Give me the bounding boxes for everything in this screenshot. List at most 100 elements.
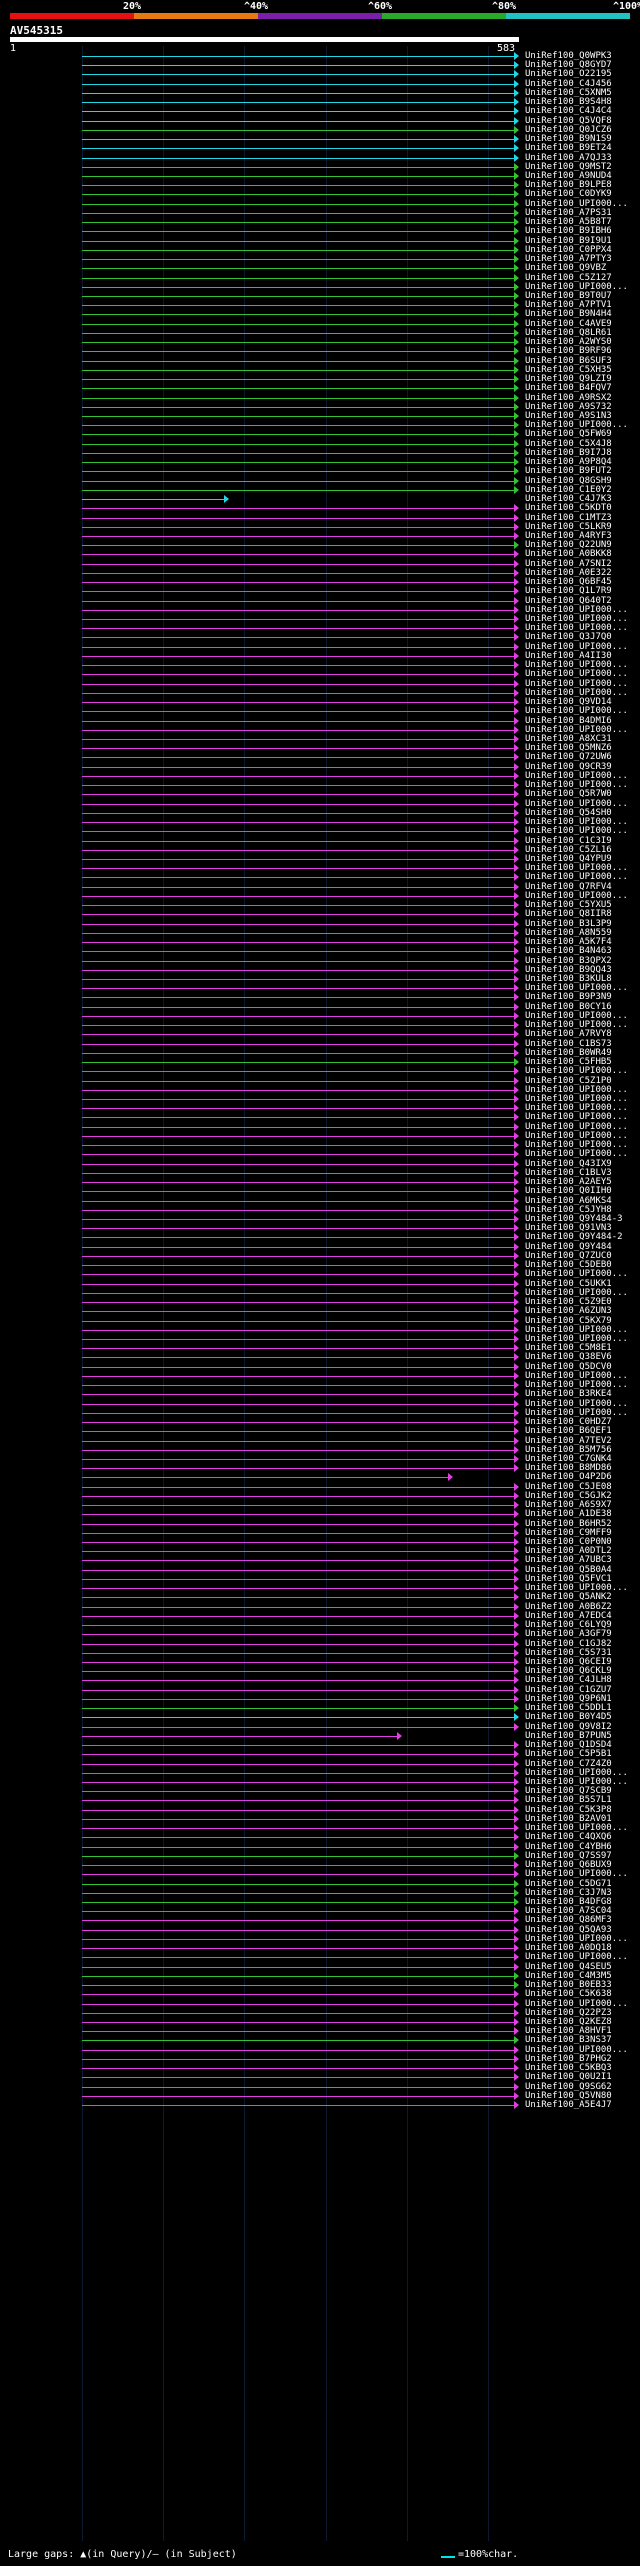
hit-row[interactable]: UniRef100_C5GJK2	[0, 1491, 640, 1501]
hit-row[interactable]: UniRef100_UPI000...	[0, 642, 640, 652]
hit-label[interactable]: UniRef100_A5E4J7	[525, 2100, 612, 2111]
hit-label[interactable]: UniRef100_C7Z4Z0	[525, 1758, 612, 1769]
hit-row[interactable]: UniRef100_Q5MNZ6	[0, 743, 640, 753]
hit-label[interactable]: UniRef100_B0CY16	[525, 1001, 612, 1012]
hit-label[interactable]: UniRef100_UPI000...	[525, 890, 628, 901]
hit-row[interactable]: UniRef100_B3QPX2	[0, 955, 640, 966]
hit-row[interactable]: UniRef100_Q7SCB9	[0, 1786, 640, 1796]
hit-label[interactable]: UniRef100_O4P2D6	[525, 1472, 612, 1483]
hit-row[interactable]: UniRef100_Q1DSD4	[0, 1740, 640, 1750]
hit-row[interactable]: UniRef100_UPI000...	[0, 281, 640, 292]
hit-row[interactable]: UniRef100_C5Z1P0	[0, 1076, 640, 1086]
hit-label[interactable]: UniRef100_UPI000...	[525, 1020, 628, 1031]
hit-row[interactable]: UniRef100_B3KUL8	[0, 974, 640, 984]
hit-label[interactable]: UniRef100_A5B8T7	[525, 217, 612, 228]
hit-row[interactable]: UniRef100_B5S7L1	[0, 1795, 640, 1805]
hit-row[interactable]: UniRef100_C5Z127	[0, 272, 640, 283]
hit-label[interactable]: UniRef100_A6S9X7	[525, 1500, 612, 1511]
hit-row[interactable]: UniRef100_Q72UW6	[0, 752, 640, 762]
hit-row[interactable]: UniRef100_UPI000...	[0, 605, 640, 615]
hit-label[interactable]: UniRef100_O22195	[525, 69, 612, 80]
hit-label[interactable]: UniRef100_B7PUN5	[525, 1730, 612, 1741]
hit-label[interactable]: UniRef100_Q9Y484-3	[525, 1213, 623, 1224]
hit-label[interactable]: UniRef100_A7QJ33	[525, 152, 612, 163]
hit-row[interactable]: UniRef100_B8MD86	[0, 1463, 640, 1473]
hit-label[interactable]: UniRef100_A0DTL2	[525, 1546, 612, 1557]
hit-label[interactable]: UniRef100_UPI000...	[525, 983, 628, 994]
hit-label[interactable]: UniRef100_Q7RFV4	[525, 881, 612, 892]
hit-row[interactable]: UniRef100_Q4SEU5	[0, 1962, 640, 1972]
hit-row[interactable]: UniRef100_C5XNM5	[0, 88, 640, 98]
hit-row[interactable]: UniRef100_A6ZUN3	[0, 1306, 640, 1316]
hit-row[interactable]: UniRef100_Q5QA93	[0, 1925, 640, 1935]
hit-row[interactable]: UniRef100_A0B6Z2	[0, 1601, 640, 1612]
hit-row[interactable]: UniRef100_B9T0U7	[0, 291, 640, 301]
hit-row[interactable]: UniRef100_Q9V8I2	[0, 1722, 640, 1732]
hit-row[interactable]: UniRef100_UPI000...	[0, 1399, 640, 1409]
hit-label[interactable]: UniRef100_A8HVF1	[525, 2026, 612, 2037]
hit-label[interactable]: UniRef100_UPI000...	[525, 1370, 628, 1381]
hit-row[interactable]: UniRef100_B9P3N9	[0, 992, 640, 1002]
hit-row[interactable]: UniRef100_A8HVF1	[0, 2026, 640, 2037]
hit-row[interactable]: UniRef100_Q0JCZ6	[0, 125, 640, 135]
hit-row[interactable]: UniRef100_C1BS73	[0, 1039, 640, 1049]
hit-row[interactable]: UniRef100_UPI000...	[0, 799, 640, 809]
hit-label[interactable]: UniRef100_UPI000...	[525, 1130, 628, 1141]
hit-label[interactable]: UniRef100_C5X4J8	[525, 438, 612, 449]
hit-row[interactable]: UniRef100_C7Z4Z0	[0, 1758, 640, 1769]
hit-label[interactable]: UniRef100_UPI000...	[525, 817, 628, 828]
hit-row[interactable]: UniRef100_UPI000...	[0, 725, 640, 735]
hit-label[interactable]: UniRef100_C5KDT0	[525, 503, 612, 514]
hit-row[interactable]: UniRef100_UPI000...	[0, 706, 640, 716]
hit-row[interactable]: UniRef100_Q5FW69	[0, 429, 640, 440]
hit-row[interactable]: UniRef100_A9S732	[0, 401, 640, 412]
hit-row[interactable]: UniRef100_C5DG71	[0, 1879, 640, 1889]
hit-row[interactable]: UniRef100_UPI000...	[0, 1085, 640, 1095]
hit-label[interactable]: UniRef100_B3KUL8	[525, 974, 612, 984]
hit-row[interactable]: UniRef100_C5JE08	[0, 1481, 640, 1492]
hit-row[interactable]: UniRef100_B9RF96	[0, 346, 640, 356]
hit-label[interactable]: UniRef100_UPI000...	[525, 678, 628, 689]
hit-row[interactable]: UniRef100_UPI000...	[0, 688, 640, 698]
hit-row[interactable]: UniRef100_UPI000...	[0, 1777, 640, 1787]
hit-row[interactable]: UniRef100_Q9MST2	[0, 162, 640, 172]
hit-row[interactable]: UniRef100_B9IBH6	[0, 226, 640, 236]
hit-label[interactable]: UniRef100_C6LYQ9	[525, 1620, 612, 1631]
hit-label[interactable]: UniRef100_A7PS31	[525, 207, 612, 218]
hit-label[interactable]: UniRef100_C0PPX4	[525, 244, 612, 255]
hit-row[interactable]: UniRef100_C5S731	[0, 1648, 640, 1658]
hit-row[interactable]: UniRef100_C4J4C4	[0, 106, 640, 116]
hit-label[interactable]: UniRef100_B9S4H8	[525, 97, 612, 108]
hit-label[interactable]: UniRef100_B4N463	[525, 946, 612, 957]
hit-label[interactable]: UniRef100_Q4YPU9	[525, 854, 612, 864]
hit-row[interactable]: UniRef100_UPI000...	[0, 863, 640, 873]
hit-label[interactable]: UniRef100_Q5FW69	[525, 429, 612, 440]
hit-row[interactable]: UniRef100_Q6CKL9	[0, 1666, 640, 1676]
hit-label[interactable]: UniRef100_UPI000...	[525, 198, 628, 209]
hit-row[interactable]: UniRef100_Q43IX9	[0, 1159, 640, 1169]
hit-label[interactable]: UniRef100_A4II30	[525, 650, 612, 661]
hit-row[interactable]: UniRef100_UPI000...	[0, 826, 640, 836]
hit-row[interactable]: UniRef100_C5K638	[0, 1989, 640, 1999]
hit-row[interactable]: UniRef100_UPI000...	[0, 817, 640, 828]
hit-label[interactable]: UniRef100_UPI000...	[525, 281, 628, 292]
hit-label[interactable]: UniRef100_C1E0Y2	[525, 484, 612, 495]
hit-label[interactable]: UniRef100_Q9VD14	[525, 697, 612, 708]
hit-label[interactable]: UniRef100_A7PTY3	[525, 254, 612, 265]
hit-row[interactable]: UniRef100_B7PUN5	[0, 1730, 640, 1741]
hit-label[interactable]: UniRef100_B0WR49	[525, 1047, 612, 1058]
hit-label[interactable]: UniRef100_UPI000...	[525, 1380, 628, 1391]
hit-row[interactable]: UniRef100_UPI000...	[0, 1103, 640, 1113]
hit-row[interactable]: UniRef100_B3RKE4	[0, 1389, 640, 1399]
hit-label[interactable]: UniRef100_C5Z127	[525, 272, 612, 283]
hit-label[interactable]: UniRef100_A0B6Z2	[525, 1601, 612, 1612]
hit-row[interactable]: UniRef100_A4II30	[0, 650, 640, 661]
hit-row[interactable]: UniRef100_A5K7F4	[0, 937, 640, 947]
hit-label[interactable]: UniRef100_C5JE08	[525, 1481, 612, 1492]
hit-label[interactable]: UniRef100_UPI000...	[525, 1583, 628, 1594]
hit-label[interactable]: UniRef100_C5FHB5	[525, 1057, 612, 1068]
hit-label[interactable]: UniRef100_A9S732	[525, 401, 612, 412]
hit-label[interactable]: UniRef100_B9I7J8	[525, 447, 612, 458]
hit-label[interactable]: UniRef100_A7SNI2	[525, 558, 612, 569]
hit-label[interactable]: UniRef100_B3QPX2	[525, 955, 612, 966]
